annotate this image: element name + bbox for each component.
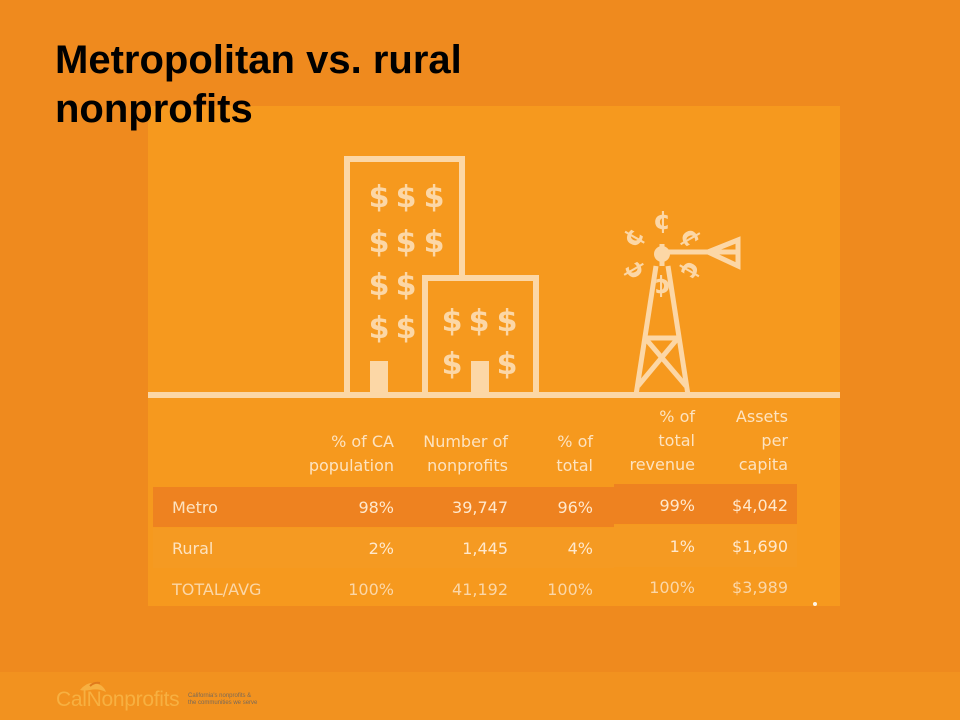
windmill-icon [633, 236, 741, 396]
logo-wordmark: CalNonprofits [56, 688, 180, 711]
slide-title: Metropolitan vs. rural nonprofits [55, 38, 462, 131]
tall-building-door-icon [370, 361, 388, 395]
metro-number-nonprofits: 39,747 [452, 498, 508, 517]
stray-dot [813, 602, 817, 606]
cent-icon: ¢ [653, 272, 671, 302]
dollar-icon: $ [497, 304, 518, 339]
header-pct-total: % of total [556, 432, 593, 475]
windmill-hub-icon [654, 246, 670, 262]
dollar-icon: $ [369, 268, 390, 303]
dollar-icon: $ [369, 225, 390, 260]
dollar-icon: $ [396, 268, 417, 303]
dollar-icon: $ [442, 304, 463, 339]
dollar-icon: $ [442, 347, 463, 382]
metro-pct-revenue: 99% [659, 496, 695, 515]
rural-pct-revenue: 1% [669, 537, 695, 556]
dollar-icon: $ [424, 225, 445, 260]
dollar-icon: $ [469, 304, 490, 339]
header-pct-revenue: % of total revenue [629, 407, 695, 474]
metro-pct-population: 98% [358, 498, 394, 517]
dollar-icon: $ [369, 180, 390, 215]
row-label-metro: Metro [172, 498, 218, 517]
city-vs-rural-illustration: $ $ $$ $ $$ $$ $ $ $ $$ $ ¢¢¢¢¢¢ [148, 156, 840, 398]
dollar-icon: $ [424, 180, 445, 215]
header-assets-per-capita: Assets per capita [735, 407, 788, 474]
total-pct-revenue: 100% [649, 578, 695, 597]
dollar-icon: $ [497, 347, 518, 382]
rural-row-band-right [614, 525, 797, 567]
metro-assets-per-capita: $4,042 [732, 496, 788, 515]
header-number-nonprofits: Number of nonprofits [423, 432, 508, 475]
dollar-icon: $ [396, 180, 417, 215]
rural-number-nonprofits: 1,445 [462, 539, 508, 558]
metro-pct-total: 96% [557, 498, 593, 517]
dollar-icon: $ [396, 311, 417, 346]
total-number-nonprofits: 41,192 [452, 580, 508, 599]
cent-icon: ¢ [653, 206, 671, 236]
row-label-rural: Rural [172, 539, 214, 558]
footer-band [0, 672, 960, 720]
logo-tagline: California's nonprofits & the communitie… [188, 693, 258, 706]
total-pct-population: 100% [348, 580, 394, 599]
logo-bird-icon [80, 681, 106, 692]
total-assets-per-capita: $3,989 [732, 578, 788, 597]
rural-pct-total: 4% [567, 539, 593, 558]
rural-pct-population: 2% [368, 539, 394, 558]
dollar-icon: $ [369, 311, 390, 346]
rural-assets-per-capita: $1,690 [732, 537, 788, 556]
header-pct-population: % of CA population [308, 432, 394, 475]
short-building-door-icon [471, 361, 489, 395]
metro-row-band-right [614, 484, 797, 524]
row-label-total: TOTAL/AVG [172, 580, 262, 599]
rural-row-band [153, 528, 614, 568]
metro-row-band [153, 487, 614, 527]
dollar-icon: $ [396, 225, 417, 260]
total-pct-total: 100% [547, 580, 593, 599]
